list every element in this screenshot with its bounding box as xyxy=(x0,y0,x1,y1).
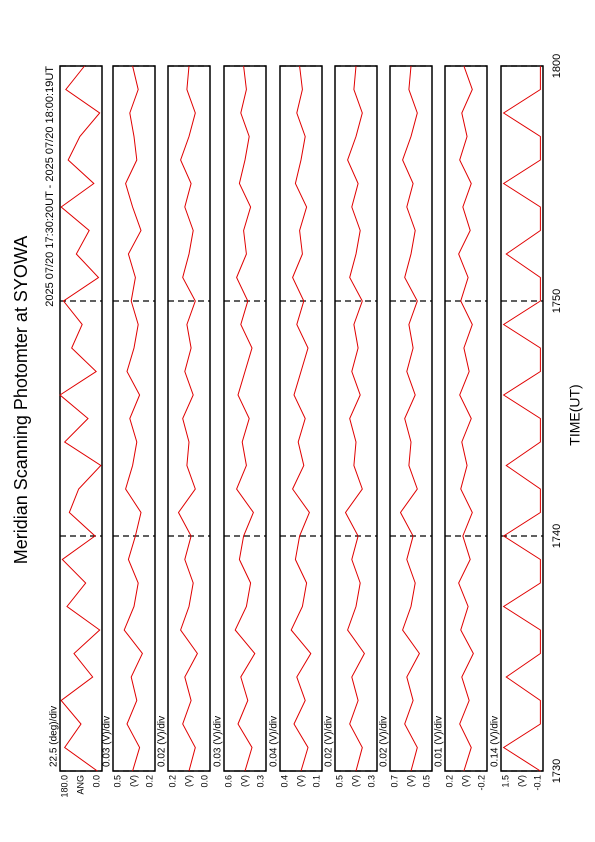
data-line xyxy=(502,66,541,772)
chart-title: Meridian Scanning Photomter at SYOWA xyxy=(11,236,31,564)
y-tick-label: 180.0 xyxy=(59,775,69,798)
panel-frame xyxy=(167,65,211,772)
rotated-chart: Meridian Scanning Photomter at SYOWA 202… xyxy=(11,54,583,798)
data-line xyxy=(59,65,102,772)
scale-label: 0.14 (V)/div xyxy=(490,716,501,767)
scale-label: 0.01 (V)/div xyxy=(434,716,445,767)
y-tick-label: 0.5 xyxy=(334,775,344,788)
unit-label: ANG xyxy=(75,775,85,795)
y-tick-label: -0.1 xyxy=(532,775,542,791)
y-tick-label: 0.2 xyxy=(167,775,177,788)
y-tick-label: 0.0 xyxy=(199,775,209,788)
y-tick-label: 0.6 xyxy=(223,775,233,788)
x-axis-label: TIME(UT) xyxy=(567,384,583,445)
chart-subtitle: 2025 07/20 17:30:20UT - 2025 07/20 18:00… xyxy=(44,66,56,307)
unit-label: (V) xyxy=(460,775,470,787)
unit-label: (V) xyxy=(183,775,193,787)
x-tick-label: 1750 xyxy=(551,289,563,313)
y-tick-label: 0.5 xyxy=(112,775,122,788)
unit-label: (V) xyxy=(405,775,415,787)
y-tick-label: 0.5 xyxy=(421,775,431,788)
scale-label: 22.5 (deg)/div xyxy=(49,706,60,767)
unit-label: (V) xyxy=(350,775,360,787)
y-tick-label: 0.3 xyxy=(255,775,265,788)
y-tick-label: 0.4 xyxy=(279,775,289,788)
panel-frame xyxy=(223,65,267,772)
panel-frame xyxy=(334,65,378,772)
scale-label: 0.03 (V)/div xyxy=(102,716,113,767)
scale-label: 0.02 (V)/div xyxy=(379,716,390,767)
panel-frame xyxy=(389,65,433,772)
unit-label: (V) xyxy=(516,775,526,787)
y-tick-label: 0.1 xyxy=(311,775,321,788)
y-tick-label: 0.3 xyxy=(366,775,376,788)
scale-label: 0.02 (V)/div xyxy=(157,716,168,767)
x-tick-label: 1730 xyxy=(551,759,563,783)
data-line xyxy=(177,65,198,772)
scale-label: 0.02 (V)/div xyxy=(324,716,335,767)
data-line xyxy=(234,65,256,772)
unit-label: (V) xyxy=(295,775,305,787)
data-line xyxy=(399,65,420,772)
y-tick-label: 0.2 xyxy=(444,775,454,788)
panel-frame xyxy=(112,65,156,772)
y-tick-label: 0.7 xyxy=(389,775,399,788)
y-tick-label: 1.5 xyxy=(500,775,510,788)
data-line xyxy=(123,65,143,772)
y-tick-label: -0.2 xyxy=(476,775,486,791)
unit-label: (V) xyxy=(128,775,138,787)
data-line xyxy=(458,65,474,772)
panel-frame xyxy=(279,65,323,772)
data-line xyxy=(344,65,365,772)
scale-label: 0.04 (V)/div xyxy=(269,716,280,767)
unit-label: (V) xyxy=(239,775,249,787)
x-tick-label: 1740 xyxy=(551,524,563,548)
x-tick-label: 1800 xyxy=(551,54,563,78)
y-tick-label: 0.0 xyxy=(91,775,101,788)
data-line xyxy=(290,65,312,772)
scale-label: 0.03 (V)/div xyxy=(213,716,224,767)
y-tick-label: 0.2 xyxy=(144,775,154,788)
